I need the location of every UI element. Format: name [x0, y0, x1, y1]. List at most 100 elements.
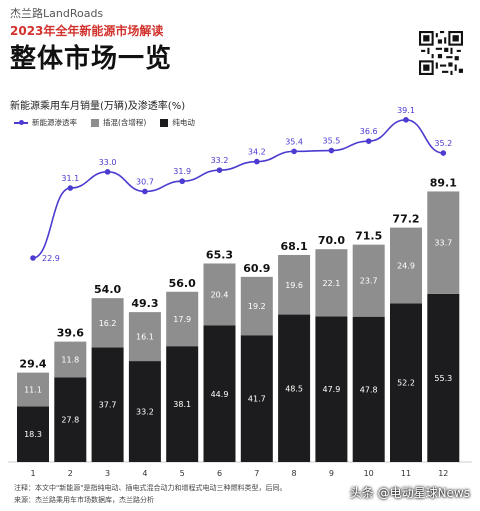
penetration-point-4 [142, 188, 148, 195]
bar-phev-11 [390, 227, 422, 304]
label-bev-2: 27.8 [61, 416, 79, 425]
label-total-7: 60.9 [243, 262, 270, 275]
label-phev-4: 16.1 [136, 333, 154, 342]
bar-bev-9 [315, 316, 348, 462]
label-phev-6: 20.4 [211, 290, 229, 299]
label-phev-8: 19.6 [285, 281, 303, 290]
footnote-source: 来源：杰兰路乘用车市场数据库，杰兰路分析 [14, 496, 154, 504]
label-total-3: 54.0 [94, 283, 121, 296]
label-bev-10: 47.8 [360, 385, 378, 394]
tick-label-2: 2 [68, 469, 73, 478]
tick-label-6: 6 [217, 469, 222, 478]
label-phev-3: 16.2 [99, 319, 117, 328]
penetration-point-1 [30, 255, 36, 261]
chart-title: 新能源乘用车月销量(万辆)及渗透率(%) [10, 101, 186, 112]
label-bev-9: 47.9 [322, 385, 340, 394]
penetration-point-11 [403, 117, 409, 123]
tick-label-9: 9 [329, 469, 334, 478]
label-total-10: 71.5 [355, 230, 382, 243]
penetration-point-10 [365, 138, 372, 144]
legend-item-penetration: 新能源渗透率 [14, 117, 77, 128]
bar-bev-4 [128, 361, 161, 462]
legend-phev-swatch [91, 118, 99, 127]
label-bev-4: 33.2 [136, 408, 154, 417]
qr-code [419, 31, 463, 75]
bar-bev-2 [54, 377, 87, 462]
legend-line-swatch [14, 119, 28, 125]
tick-label-3: 3 [105, 469, 110, 478]
tick-label-1: 1 [30, 469, 35, 478]
tick-label-11: 11 [401, 469, 411, 478]
label-total-11: 77.2 [392, 213, 419, 226]
legend-item-phev: 插混(含增程) [91, 117, 146, 128]
label-bev-12: 55.3 [434, 374, 452, 383]
label-bev-5: 38.1 [173, 400, 191, 409]
label-phev-12: 33.7 [434, 239, 452, 248]
page-title: 整体市场一览 [10, 44, 173, 74]
penetration-point-5 [179, 178, 185, 185]
legend-item-bev: 纯电动 [160, 117, 195, 128]
label-total-4: 49.3 [131, 297, 158, 310]
label-total-12: 89.1 [430, 176, 457, 189]
penetration-point-7 [253, 158, 260, 165]
label-total-9: 70.0 [318, 234, 345, 247]
bar-phev-3 [91, 298, 124, 348]
label-phev-9: 22.1 [322, 279, 340, 288]
chart-legend: 新能源渗透率 插混(含增程) 纯电动 [14, 117, 195, 128]
bar-bev-8 [278, 314, 311, 462]
bar-bev-6 [203, 325, 236, 462]
penetration-label-9: 35.5 [322, 137, 340, 146]
label-total-6: 65.3 [206, 248, 233, 261]
bar-bev-7 [240, 335, 273, 462]
bar-bev-3 [91, 347, 124, 462]
penetration-point-3 [104, 169, 111, 175]
bar-bev-5 [166, 346, 199, 462]
tick-label-12: 12 [438, 469, 448, 478]
label-phev-11: 24.9 [397, 261, 415, 270]
bar-phev-4 [128, 312, 161, 362]
penetration-label-5: 31.9 [173, 167, 191, 176]
penetration-label-3: 33.0 [99, 158, 117, 167]
label-phev-10: 23.7 [360, 277, 378, 286]
bar-phev-2 [54, 341, 87, 378]
penetration-line [32, 119, 444, 259]
report-subtitle: 2023年全年新能源市场解读 [10, 24, 164, 38]
penetration-label-12: 35.2 [434, 139, 452, 148]
penetration-point-6 [216, 167, 223, 173]
label-total-1: 29.4 [19, 358, 46, 371]
tick-label-10: 10 [364, 469, 374, 478]
label-total-5: 56.0 [169, 277, 196, 290]
penetration-label-4: 30.7 [136, 177, 154, 186]
penetration-label-8: 35.4 [285, 137, 303, 146]
penetration-point-9 [328, 147, 335, 154]
label-total-8: 68.1 [281, 240, 308, 253]
bar-bev-1 [17, 406, 49, 462]
penetration-point-2 [67, 185, 74, 191]
bar-phev-1 [17, 372, 49, 407]
legend-bev-swatch [160, 118, 169, 127]
bar-bev-10 [352, 316, 385, 462]
penetration-label-7: 34.2 [248, 148, 266, 157]
legend-label-penetration: 新能源渗透率 [32, 118, 77, 127]
label-bev-1: 18.3 [24, 430, 42, 439]
bar-bev-11 [390, 303, 422, 462]
penetration-label-2: 31.1 [61, 174, 79, 183]
penetration-label-6: 33.2 [211, 156, 229, 165]
label-bev-11: 52.2 [397, 379, 415, 388]
label-bev-7: 41.7 [248, 395, 266, 404]
label-phev-7: 19.2 [248, 302, 266, 311]
label-total-2: 39.6 [57, 327, 84, 340]
bar-phev-8 [278, 254, 311, 315]
label-phev-2: 11.8 [61, 356, 79, 365]
tick-label-5: 5 [180, 469, 185, 478]
bar-phev-7 [240, 276, 273, 336]
penetration-label-10: 36.6 [360, 127, 378, 136]
label-bev-3: 37.7 [99, 401, 117, 410]
brand-name: 杰兰路LandRoads [10, 7, 104, 20]
bar-phev-12 [427, 191, 460, 294]
penetration-point-8 [291, 148, 297, 155]
footnote-definition: 注释：本文中"新能源"是指纯电动、插电式混合动力和增程式电动三种燃料类型，后同。 [14, 484, 287, 492]
tick-label-4: 4 [142, 469, 147, 478]
bar-phev-9 [315, 249, 348, 317]
